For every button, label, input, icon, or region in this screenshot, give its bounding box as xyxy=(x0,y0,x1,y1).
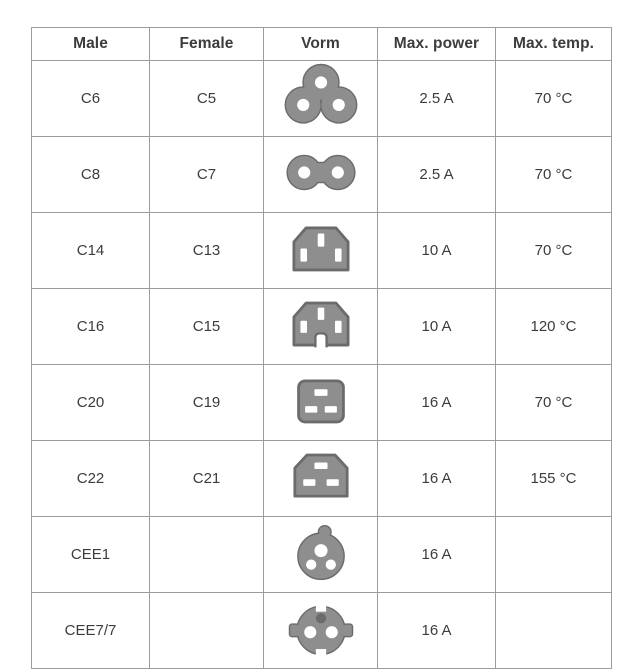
max-power-cell: 2.5 A xyxy=(377,60,496,137)
header-male: Male xyxy=(31,27,150,61)
max-temp-cell: 155 °C xyxy=(495,440,612,517)
header-row: Male Female Vorm Max. power Max. temp. xyxy=(31,27,612,61)
header-max-temp: Max. temp. xyxy=(495,27,612,61)
max-temp-cell: 70 °C xyxy=(495,60,612,137)
table-row: C6 C5 2.5 A 70 °C xyxy=(31,60,612,137)
female-cell xyxy=(149,516,264,593)
vorm-cell xyxy=(263,592,378,669)
female-cell: C15 xyxy=(149,288,264,365)
page: Male Female Vorm Max. power Max. temp. C… xyxy=(31,27,612,669)
female-cell: C5 xyxy=(149,60,264,137)
female-cell: C21 xyxy=(149,440,264,517)
male-cell: C20 xyxy=(31,364,150,441)
max-temp-cell: 70 °C xyxy=(495,212,612,289)
male-cell: C16 xyxy=(31,288,150,365)
male-cell: C22 xyxy=(31,440,150,517)
vorm-cell xyxy=(263,212,378,289)
vorm-cell xyxy=(263,288,378,365)
table-row: CEE1 16 A xyxy=(31,516,612,593)
max-temp-cell: 70 °C xyxy=(495,136,612,213)
vorm-cell xyxy=(263,60,378,137)
c6-cloverleaf-icon xyxy=(274,62,368,133)
male-cell: C6 xyxy=(31,60,150,137)
max-power-cell: 2.5 A xyxy=(377,136,496,213)
vorm-cell xyxy=(263,364,378,441)
c16-notched-inlet-icon xyxy=(274,290,368,361)
max-temp-cell: 70 °C xyxy=(495,364,612,441)
max-power-cell: 16 A xyxy=(377,592,496,669)
male-cell: CEE7/7 xyxy=(31,592,150,669)
table-row: C20 C19 16 A 70 °C xyxy=(31,364,612,441)
max-power-cell: 16 A xyxy=(377,516,496,593)
table-row: C16 C15 10 A 120 °C xyxy=(31,288,612,365)
max-temp-cell xyxy=(495,516,612,593)
female-cell xyxy=(149,592,264,669)
female-cell: C7 xyxy=(149,136,264,213)
vorm-cell xyxy=(263,440,378,517)
max-power-cell: 10 A xyxy=(377,288,496,365)
female-cell: C19 xyxy=(149,364,264,441)
table-row: C14 C13 10 A 70 °C xyxy=(31,212,612,289)
table-row: CEE7/7 16 A xyxy=(31,592,612,669)
c8-figure-eight-icon xyxy=(274,138,368,209)
table-row: C8 C7 2.5 A 70 °C xyxy=(31,136,612,213)
male-cell: CEE1 xyxy=(31,516,150,593)
max-power-cell: 10 A xyxy=(377,212,496,289)
vorm-cell xyxy=(263,516,378,593)
max-temp-cell xyxy=(495,592,612,669)
cee1-round-plug-icon xyxy=(274,518,368,589)
c22-inlet-icon xyxy=(274,442,368,513)
header-female: Female xyxy=(149,27,264,61)
vorm-cell xyxy=(263,136,378,213)
male-cell: C8 xyxy=(31,136,150,213)
cee77-schuko-plug-icon xyxy=(274,594,368,665)
female-cell: C13 xyxy=(149,212,264,289)
header-max-power: Max. power xyxy=(377,27,496,61)
connector-spec-table: Male Female Vorm Max. power Max. temp. C… xyxy=(31,27,612,669)
c14-inlet-icon xyxy=(274,214,368,285)
c20-inlet-icon xyxy=(274,366,368,437)
max-temp-cell: 120 °C xyxy=(495,288,612,365)
table-row: C22 C21 16 A 155 °C xyxy=(31,440,612,517)
male-cell: C14 xyxy=(31,212,150,289)
max-power-cell: 16 A xyxy=(377,364,496,441)
max-power-cell: 16 A xyxy=(377,440,496,517)
header-vorm: Vorm xyxy=(263,27,378,61)
